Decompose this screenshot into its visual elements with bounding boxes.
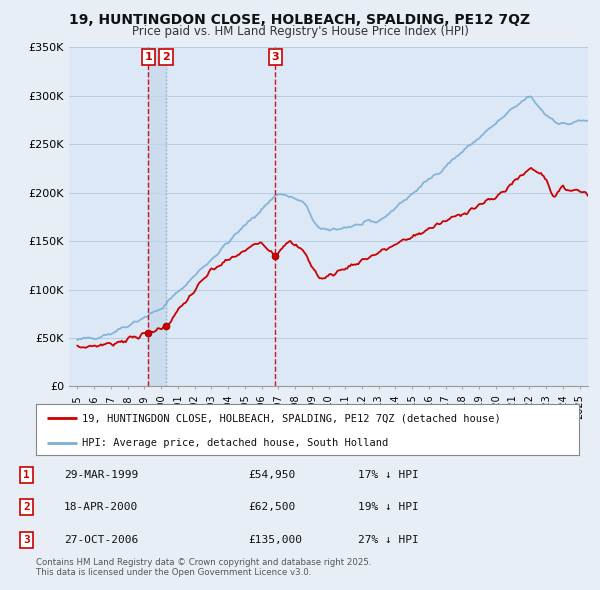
Text: 17% ↓ HPI: 17% ↓ HPI [358, 470, 418, 480]
Text: 29-MAR-1999: 29-MAR-1999 [64, 470, 138, 480]
Text: 27-OCT-2006: 27-OCT-2006 [64, 535, 138, 545]
Text: HPI: Average price, detached house, South Holland: HPI: Average price, detached house, Sout… [82, 438, 388, 447]
Bar [148, 47, 166, 386]
Text: 2: 2 [162, 52, 170, 62]
Text: This data is licensed under the Open Government Licence v3.0.: This data is licensed under the Open Gov… [36, 568, 311, 576]
Text: Contains HM Land Registry data © Crown copyright and database right 2025.: Contains HM Land Registry data © Crown c… [36, 558, 371, 567]
Text: 1: 1 [23, 470, 30, 480]
Text: 1: 1 [145, 52, 152, 62]
Text: 3: 3 [271, 52, 279, 62]
Text: 19, HUNTINGDON CLOSE, HOLBEACH, SPALDING, PE12 7QZ (detached house): 19, HUNTINGDON CLOSE, HOLBEACH, SPALDING… [82, 413, 501, 423]
Text: 3: 3 [23, 535, 30, 545]
Text: £62,500: £62,500 [248, 502, 295, 512]
Text: 19% ↓ HPI: 19% ↓ HPI [358, 502, 418, 512]
Text: £135,000: £135,000 [248, 535, 302, 545]
Text: 2: 2 [23, 502, 30, 512]
Text: 18-APR-2000: 18-APR-2000 [64, 502, 138, 512]
Text: Price paid vs. HM Land Registry's House Price Index (HPI): Price paid vs. HM Land Registry's House … [131, 25, 469, 38]
Text: 19, HUNTINGDON CLOSE, HOLBEACH, SPALDING, PE12 7QZ: 19, HUNTINGDON CLOSE, HOLBEACH, SPALDING… [70, 13, 530, 27]
Text: £54,950: £54,950 [248, 470, 295, 480]
Text: 27% ↓ HPI: 27% ↓ HPI [358, 535, 418, 545]
